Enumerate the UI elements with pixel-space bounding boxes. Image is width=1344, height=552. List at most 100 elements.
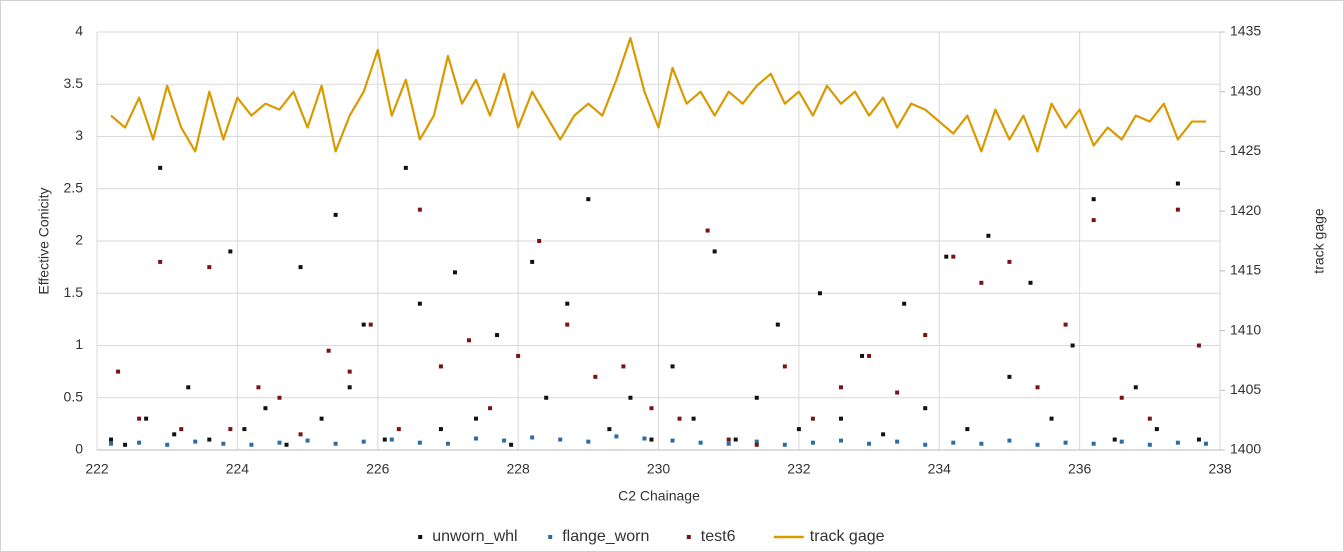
scatter-point xyxy=(1091,441,1096,446)
scatter-point xyxy=(965,427,970,432)
scatter-point xyxy=(1007,259,1012,264)
scatter-point xyxy=(396,427,401,432)
scatter-point xyxy=(902,301,907,306)
scatter-point xyxy=(1091,218,1096,223)
y2-tick-label: 1425 xyxy=(1230,142,1261,158)
scatter-point xyxy=(923,442,928,447)
scatter-point xyxy=(1035,442,1040,447)
scatter-point xyxy=(452,270,457,275)
scatter-point xyxy=(754,395,759,400)
scatter-point xyxy=(607,427,612,432)
scatter-point xyxy=(642,436,647,441)
y-tick-label: 0.5 xyxy=(64,388,84,404)
scatter-point xyxy=(838,416,843,421)
scatter-point xyxy=(691,416,696,421)
scatter-point xyxy=(179,427,184,432)
scatter-point xyxy=(586,439,591,444)
scatter-point xyxy=(1007,438,1012,443)
scatter-point xyxy=(1196,437,1201,442)
scatter-point xyxy=(944,254,949,259)
x-tick-label: 238 xyxy=(1208,461,1232,477)
x-tick-label: 236 xyxy=(1068,461,1092,477)
scatter-point xyxy=(544,395,549,400)
y-tick-label: 3 xyxy=(75,127,83,143)
scatter-point xyxy=(158,165,163,170)
scatter-point xyxy=(347,385,352,390)
scatter-point xyxy=(782,364,787,369)
y2-tick-label: 1420 xyxy=(1230,202,1261,218)
scatter-point xyxy=(1035,385,1040,390)
scatter-point xyxy=(677,416,682,421)
scatter-point xyxy=(495,333,500,338)
scatter-point xyxy=(361,439,366,444)
scatter-point xyxy=(1007,374,1012,379)
scatter-point xyxy=(1175,440,1180,445)
scatter-point xyxy=(895,439,900,444)
scatter-point xyxy=(417,207,422,212)
scatter-point xyxy=(137,416,142,421)
scatter-point xyxy=(193,439,198,444)
scatter-point xyxy=(979,441,984,446)
scatter-point xyxy=(305,438,310,443)
scatter-point xyxy=(649,437,654,442)
y-tick-label: 3.5 xyxy=(64,75,84,91)
line xyxy=(110,36,1206,153)
x-tick-label: 224 xyxy=(226,461,250,477)
scatter-point xyxy=(796,427,801,432)
scatter-point xyxy=(165,442,170,447)
scatter-point xyxy=(417,301,422,306)
legend-marker xyxy=(548,535,553,539)
x-tick-label: 232 xyxy=(787,461,811,477)
y-tick-label: 0 xyxy=(75,441,83,457)
scatter-point xyxy=(881,432,886,437)
y2-tick-label: 1405 xyxy=(1230,381,1261,397)
scatter-point xyxy=(298,432,303,437)
scatter-point xyxy=(333,441,338,446)
scatter-point xyxy=(558,437,563,442)
scatter-point xyxy=(277,440,282,445)
scatter-point xyxy=(979,280,984,285)
scatter-point xyxy=(810,440,815,445)
scatter-point xyxy=(1112,437,1117,442)
y2-tick-label: 1410 xyxy=(1230,321,1261,337)
x-tick-label: 228 xyxy=(506,461,530,477)
scatter-point xyxy=(326,348,331,353)
scatter-point xyxy=(144,416,149,421)
legend-label: track gage xyxy=(810,528,885,545)
scatter-point xyxy=(207,265,212,270)
scatter-point xyxy=(838,438,843,443)
scatter-point xyxy=(438,364,443,369)
scatter-point xyxy=(172,432,177,437)
scatter-point xyxy=(649,406,654,411)
scatter-point xyxy=(516,353,521,358)
scatter-point xyxy=(403,165,408,170)
scatter-point xyxy=(249,442,254,447)
y-tick-label: 4 xyxy=(75,23,83,39)
legend-label: unworn_whl xyxy=(432,528,517,545)
scatter-point xyxy=(221,441,226,446)
scatter-point xyxy=(1119,439,1124,444)
scatter-point xyxy=(228,427,233,432)
y2-tick-label: 1430 xyxy=(1230,82,1261,98)
scatter-point xyxy=(333,212,338,217)
y-tick-label: 1.5 xyxy=(64,284,84,300)
scatter-point xyxy=(867,353,872,358)
scatter-point xyxy=(923,333,928,338)
scatter-point xyxy=(586,197,591,202)
scatter-point xyxy=(1147,442,1152,447)
scatter-point xyxy=(319,416,324,421)
scatter-point xyxy=(951,254,956,259)
scatter-point xyxy=(1203,441,1208,446)
legend-label: test6 xyxy=(701,528,736,545)
scatter-point xyxy=(445,441,450,446)
scatter-point xyxy=(775,322,780,327)
scatter-point xyxy=(466,338,471,343)
scatter-point xyxy=(368,322,373,327)
scatter-point xyxy=(1175,181,1180,186)
scatter-point xyxy=(530,435,535,440)
y-axis-title: Effective Conicity xyxy=(36,187,52,294)
scatter-point xyxy=(754,439,759,444)
scatter-point xyxy=(263,406,268,411)
